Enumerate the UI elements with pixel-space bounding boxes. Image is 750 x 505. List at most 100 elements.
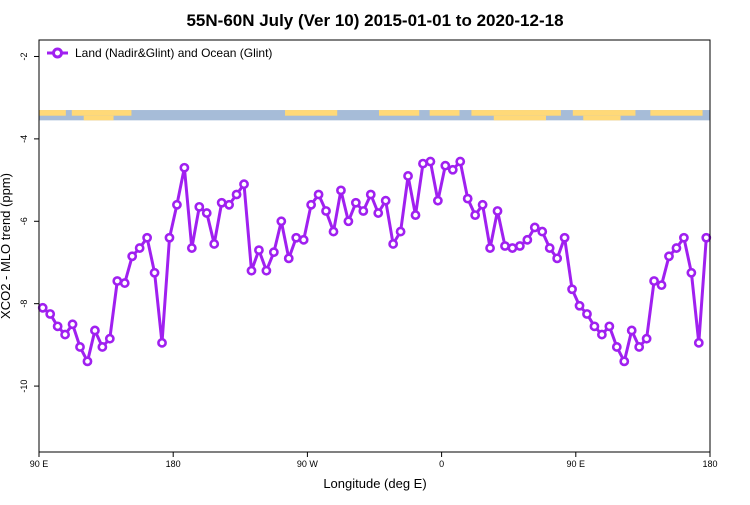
- data-point: [90, 325, 100, 336]
- data-point: [365, 189, 376, 200]
- data-point: [679, 232, 689, 243]
- data-point: [455, 156, 466, 167]
- data-point: [403, 171, 413, 181]
- data-point: [380, 195, 391, 206]
- data-point: [246, 265, 257, 276]
- data-point: [37, 302, 48, 313]
- x-axis-label: Longitude (deg E): [323, 476, 426, 491]
- y-axis-label: XCO2 - MLO trend (ppm): [0, 173, 13, 319]
- y-axis: -2 -4 -6 -8 -10: [19, 52, 39, 393]
- data-point: [440, 160, 451, 171]
- legend-marker: [52, 47, 63, 59]
- land-band-segment: [650, 110, 703, 116]
- data-point: [224, 199, 235, 210]
- legend-label: Land (Nadir&Glint) and Ocean (Glint): [75, 46, 272, 60]
- data-point: [544, 243, 555, 253]
- data-point: [373, 208, 384, 218]
- data-point: [500, 241, 510, 251]
- land-band-segment: [71, 110, 132, 116]
- data-point: [559, 232, 570, 243]
- land-ocean-band: [39, 110, 710, 121]
- data-point: [157, 337, 167, 348]
- land-band-segment: [39, 110, 66, 116]
- data-point: [298, 234, 309, 245]
- data-point: [686, 267, 697, 278]
- data-point: [209, 239, 220, 249]
- data-point: [589, 321, 600, 332]
- data-point: [112, 276, 123, 286]
- data-point: [45, 309, 56, 319]
- data-point: [172, 199, 182, 210]
- data-point: [596, 329, 607, 340]
- data-point: [350, 197, 361, 208]
- series-layer: [37, 156, 712, 367]
- data-point: [611, 342, 622, 352]
- data-point: [671, 243, 682, 253]
- x-tick-label: 180: [166, 459, 181, 469]
- data-point: [507, 243, 518, 253]
- land-band-segment: [285, 110, 338, 116]
- x-tick-label: 90 E: [30, 459, 49, 469]
- chart-title: 55N-60N July (Ver 10) 2015-01-01 to 2020…: [186, 11, 563, 30]
- data-point: [358, 206, 369, 216]
- data-point: [82, 356, 93, 367]
- data-point: [582, 309, 592, 319]
- data-point: [283, 253, 294, 264]
- data-point: [664, 251, 674, 262]
- data-point: [239, 179, 249, 190]
- data-point: [75, 342, 85, 352]
- data-point: [462, 193, 473, 204]
- land-band-segment: [572, 110, 636, 116]
- data-point: [529, 222, 540, 233]
- legend: Land (Nadir&Glint) and Ocean (Glint): [47, 46, 272, 60]
- data-point: [552, 253, 563, 264]
- land-band-segment: [429, 110, 460, 116]
- data-point: [626, 325, 637, 336]
- data-point: [574, 300, 585, 311]
- x-tick-label: 180: [702, 459, 717, 469]
- data-point: [142, 232, 153, 243]
- data-point: [194, 201, 205, 212]
- data-point: [425, 156, 436, 167]
- data-point: [432, 195, 443, 206]
- data-point: [410, 210, 421, 220]
- y-tick-label: -6: [19, 217, 29, 225]
- x-axis: 90 E 180 90 W 0 90 E 180: [30, 452, 718, 469]
- data-point: [492, 206, 503, 216]
- data-point: [470, 210, 481, 220]
- data-point: [388, 239, 399, 249]
- data-point: [395, 226, 406, 237]
- data-point: [313, 189, 324, 200]
- data-point: [656, 280, 667, 291]
- data-point: [641, 333, 652, 344]
- y-tick-label: -2: [19, 52, 29, 60]
- data-point: [60, 329, 70, 340]
- data-point: [127, 251, 138, 262]
- land-band-segment: [471, 110, 561, 116]
- data-point: [522, 234, 533, 245]
- data-point: [321, 206, 331, 216]
- data-point: [179, 162, 190, 173]
- plot-frame: [38, 39, 711, 453]
- data-point: [447, 164, 458, 175]
- y-tick-label: -4: [19, 135, 29, 143]
- ocean-band: [39, 110, 710, 121]
- land-band-segment: [83, 115, 114, 121]
- data-point: [291, 232, 302, 243]
- data-point: [149, 267, 160, 278]
- land-band-segment: [378, 110, 420, 116]
- data-point: [104, 333, 115, 344]
- data-point: [336, 185, 346, 196]
- x-tick-label: 0: [439, 459, 444, 469]
- data-point: [186, 243, 197, 253]
- data-point: [619, 356, 630, 367]
- y-tick-label: -10: [19, 380, 29, 393]
- land-band-segment: [583, 115, 621, 121]
- x-tick-label: 90 E: [567, 459, 586, 469]
- data-point: [119, 278, 130, 288]
- data-point: [649, 276, 659, 286]
- data-point: [693, 337, 704, 348]
- y-tick-label: -8: [19, 300, 29, 308]
